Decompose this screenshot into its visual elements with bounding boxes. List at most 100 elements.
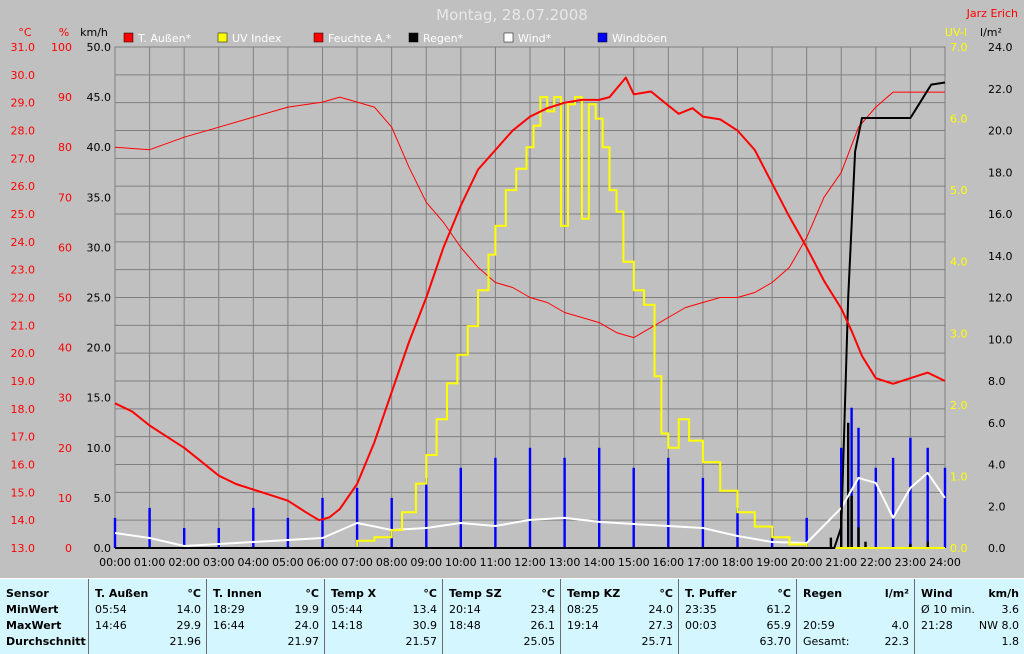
uv-tick-label: 5.0 <box>950 184 968 197</box>
x-tick-label: 15:00 <box>618 556 650 569</box>
legend-label: Feuchte A.* <box>328 32 392 45</box>
table-header: T. Innen <box>213 587 262 600</box>
x-tick-label: 23:00 <box>895 556 927 569</box>
table-column: Temp SZ °C 20:14 18:48 23.4 26.1 25.05 <box>442 579 560 654</box>
rain-tick-label: 22.0 <box>988 83 1013 96</box>
table-time: 00:03 <box>685 619 717 632</box>
table-column: Wind km/h Ø 10 min. 21:28 3.6 NW 8.0 1.8 <box>914 579 1024 654</box>
wind-axis-unit: km/h <box>80 26 108 39</box>
outdoor-temp-line <box>114 76 946 522</box>
legend-label: Regen* <box>423 32 464 45</box>
wind-tick-label: 40.0 <box>87 141 112 154</box>
x-tick-label: 14:00 <box>583 556 615 569</box>
uv-tick-label: 2.0 <box>950 399 968 412</box>
wind-tick-label: 30.0 <box>87 241 112 254</box>
temp-tick-label: 24.0 <box>11 236 36 249</box>
windgust-bar <box>494 457 497 548</box>
table-value: NW 8.0 <box>978 619 1019 632</box>
temp-tick-label: 21.0 <box>11 319 36 332</box>
wind-tick-label: 20.0 <box>87 342 112 355</box>
table-column: Temp KZ °C 08:25 19:14 24.0 27.3 25.71 <box>560 579 678 654</box>
uv-index-line <box>115 96 945 549</box>
table-column: T. Außen °C 05:54 14:46 14.0 29.9 21.96 <box>88 579 206 654</box>
rain-rate-bar <box>850 495 853 548</box>
rain-tick-label: 10.0 <box>988 333 1013 346</box>
table-value: 23.4 <box>530 603 556 616</box>
table-value: 24.0 <box>294 619 320 632</box>
table-time: 23:35 <box>685 603 717 616</box>
rain-rate-bar <box>864 541 867 548</box>
table-header: T. Außen <box>95 587 149 600</box>
windgust-bar <box>943 467 947 548</box>
table-header: Temp X <box>331 587 377 600</box>
windgust-bar <box>355 487 359 548</box>
rain-total-line <box>115 81 946 549</box>
rain-tick-label: 8.0 <box>988 375 1006 388</box>
windgust-bar <box>528 447 532 548</box>
legend-swatch <box>408 32 419 43</box>
wind-tick-label: 45.0 <box>87 91 112 104</box>
legend-swatch <box>217 32 228 43</box>
table-row-label: MinWert <box>6 603 59 616</box>
wind-tick-label: 15.0 <box>87 392 112 405</box>
table-value: 14.0 <box>176 603 202 616</box>
table-value: 21.97 <box>287 635 320 648</box>
rain-tick-label: 2.0 <box>988 500 1006 513</box>
x-tick-label: 08:00 <box>376 556 408 569</box>
humidity-tick-label: 20 <box>58 442 72 455</box>
x-tick-label: 03:00 <box>203 556 235 569</box>
windgust-bar <box>252 507 255 548</box>
table-unit: °C <box>541 587 555 600</box>
windgust-bar <box>113 517 117 548</box>
table-time: 20:59 <box>803 619 835 632</box>
rain-tick-label: 24.0 <box>988 41 1013 54</box>
rain-tick-label: 14.0 <box>988 250 1013 263</box>
table-time: Gesamt: <box>803 635 850 648</box>
table-column: Temp X °C 05:44 14:18 13.4 30.9 21.57 <box>324 579 442 654</box>
table-value: 22.3 <box>884 635 910 648</box>
table-value: 13.4 <box>412 603 438 616</box>
windgust-bar <box>805 517 808 548</box>
windgust-bar <box>148 507 151 548</box>
rain-rate-bar <box>909 543 912 548</box>
windgust-bar <box>909 437 912 548</box>
temp-tick-label: 19.0 <box>11 375 36 388</box>
table-value: 29.9 <box>176 619 202 632</box>
windgust-bar <box>183 528 186 548</box>
legend-swatch <box>313 32 324 43</box>
x-tick-label: 00:00 <box>99 556 131 569</box>
table-column: T. Innen °C 18:29 16:44 19.9 24.0 21.97 <box>206 579 324 654</box>
table-value: 4.0 <box>891 619 910 632</box>
windgust-bar <box>736 507 739 548</box>
table-unit: °C <box>659 587 673 600</box>
legend-label: Windböen <box>612 32 667 45</box>
x-tick-label: 06:00 <box>307 556 339 569</box>
x-tick-label: 01:00 <box>134 556 166 569</box>
legend-swatch <box>503 32 514 43</box>
humidity-tick-label: 10 <box>58 492 72 505</box>
x-tick-label: 11:00 <box>480 556 512 569</box>
table-header: Regen <box>803 587 843 600</box>
statistics-table: Sensor MinWert MaxWert Durchschnitt T. Außen… <box>0 578 1024 654</box>
table-value: 25.71 <box>641 635 674 648</box>
x-tick-label: 20:00 <box>791 556 823 569</box>
chart-title: Montag, 28.07.2008 <box>436 6 588 24</box>
table-value: 1.8 <box>1001 635 1020 648</box>
wind-tick-label: 0.0 <box>94 542 112 555</box>
humidity-tick-label: 100 <box>51 41 72 54</box>
windgust-bar <box>850 407 853 548</box>
rain-tick-label: 12.0 <box>988 292 1013 305</box>
windgust-bar <box>874 467 877 548</box>
legend-swatch <box>597 32 608 43</box>
table-time: 08:25 <box>567 603 599 616</box>
windgust-bar <box>563 457 566 548</box>
table-value: 25.05 <box>523 635 556 648</box>
windgust-bar <box>701 477 705 548</box>
rain-rate-bar <box>829 537 833 548</box>
windgust-bar <box>425 477 428 548</box>
table-time: 21:28 <box>921 619 953 632</box>
rain-rate-bar <box>857 527 860 548</box>
humidity-tick-label: 60 <box>58 241 72 254</box>
humidity-tick-label: 70 <box>58 191 72 204</box>
table-value: 63.70 <box>759 635 792 648</box>
